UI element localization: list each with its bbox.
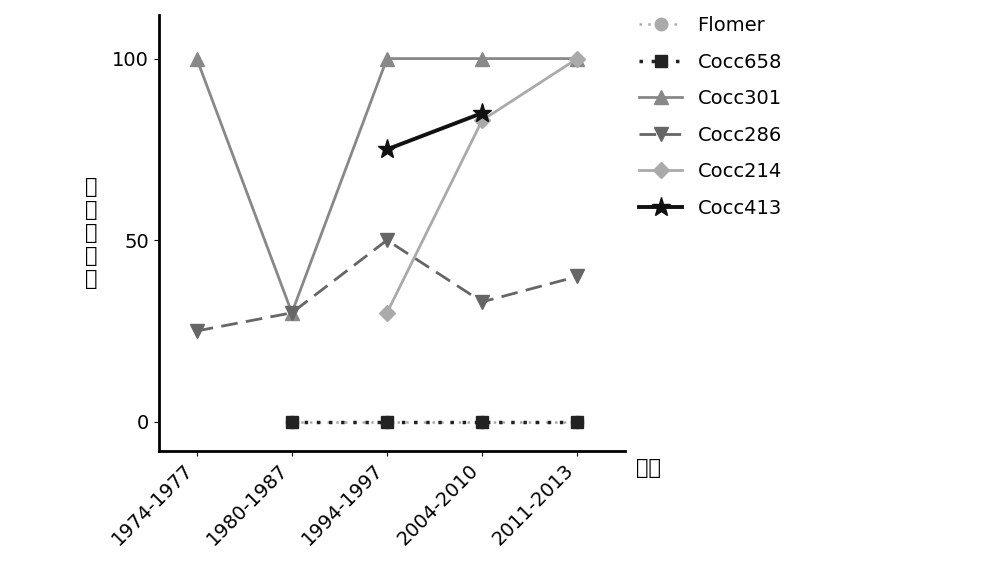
Line: Cocc413: Cocc413 [377,103,492,159]
Text: 年份: 年份 [636,458,661,478]
Cocc214 [381,310,393,316]
Cocc286 [191,328,203,334]
Line: Cocc301: Cocc301 [190,52,584,320]
Line: Flomer: Flomer [286,416,584,428]
Line: Cocc658: Cocc658 [286,416,583,428]
Cocc658 [571,418,583,425]
Y-axis label: 扩
增
成
功
率: 扩 增 成 功 率 [85,177,97,289]
Flomer [381,418,393,425]
Cocc413 [381,146,393,153]
Legend: Flomer, Cocc658, Cocc301, Cocc286, Cocc214, Cocc413: Flomer, Cocc658, Cocc301, Cocc286, Cocc2… [639,16,782,218]
Cocc286 [286,310,298,316]
Cocc214 [571,55,583,62]
Flomer [571,418,583,425]
Cocc301 [381,55,393,62]
Cocc301 [476,55,488,62]
Line: Cocc286: Cocc286 [190,233,584,338]
Line: Cocc214: Cocc214 [381,53,583,318]
Cocc286 [476,298,488,305]
Cocc658 [476,418,488,425]
Flomer [286,418,298,425]
Cocc413 [476,109,488,116]
Cocc301 [571,55,583,62]
Cocc301 [191,55,203,62]
Cocc286 [381,237,393,244]
Cocc286 [571,273,583,280]
Cocc214 [476,117,488,124]
Flomer [476,418,488,425]
Cocc301 [286,310,298,316]
Cocc658 [381,418,393,425]
Cocc658 [286,418,298,425]
